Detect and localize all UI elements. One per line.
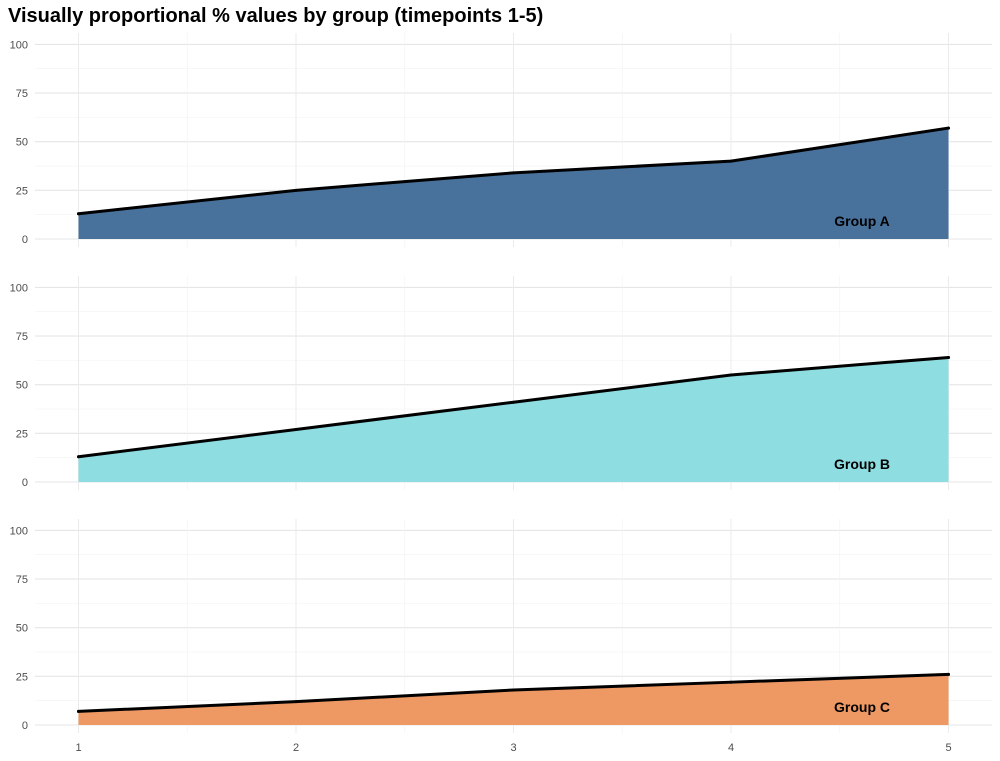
x-tick-label: 5 <box>945 742 951 754</box>
y-tick-label: 100 <box>10 282 28 294</box>
data-point <box>512 171 515 175</box>
x-tick-label: 2 <box>293 742 299 754</box>
x-tick-label: 3 <box>510 742 516 754</box>
data-point <box>294 427 298 431</box>
group-label: Group A <box>834 213 889 229</box>
data-point <box>294 188 298 192</box>
facet-panel-1: 0 25 50 75 100 Group A <box>10 33 992 247</box>
facet-panel-3: 0 25 50 75 100 Group C <box>10 519 992 733</box>
area-group-a <box>78 128 949 239</box>
data-point <box>512 400 515 404</box>
data-point <box>294 700 298 704</box>
y-tick-label: 100 <box>10 39 28 51</box>
group-label: Group C <box>834 699 890 715</box>
y-tick-label: 25 <box>16 185 28 197</box>
chart-title: Visually proportional % values by group … <box>8 5 544 27</box>
facet-panel-2: 0 25 50 75 100 Group B <box>10 276 992 490</box>
y-tick-label: 0 <box>22 477 28 489</box>
area-group-c <box>78 674 949 725</box>
area-group-b <box>78 357 949 482</box>
data-point <box>729 373 733 377</box>
x-tick-label: 4 <box>728 742 734 754</box>
y-tick-label: 25 <box>16 428 28 440</box>
group-label: Group B <box>834 456 890 472</box>
y-tick-label: 50 <box>16 137 28 149</box>
data-point <box>512 688 515 692</box>
y-tick-label: 0 <box>22 234 28 246</box>
y-tick-label: 75 <box>16 331 28 343</box>
data-point <box>77 709 80 713</box>
y-tick-label: 100 <box>10 525 28 537</box>
y-tick-label: 50 <box>16 623 28 635</box>
y-tick-label: 50 <box>16 380 28 392</box>
data-point <box>947 126 950 130</box>
data-point <box>947 355 950 359</box>
y-tick-label: 75 <box>16 574 28 586</box>
data-point <box>77 455 80 459</box>
y-tick-label: 75 <box>16 88 28 100</box>
y-tick-label: 0 <box>22 720 28 732</box>
data-point <box>729 159 733 163</box>
data-point <box>947 672 950 676</box>
x-tick-label: 1 <box>75 742 81 754</box>
data-point <box>77 212 80 216</box>
y-tick-label: 25 <box>16 671 28 683</box>
data-point <box>729 680 733 684</box>
